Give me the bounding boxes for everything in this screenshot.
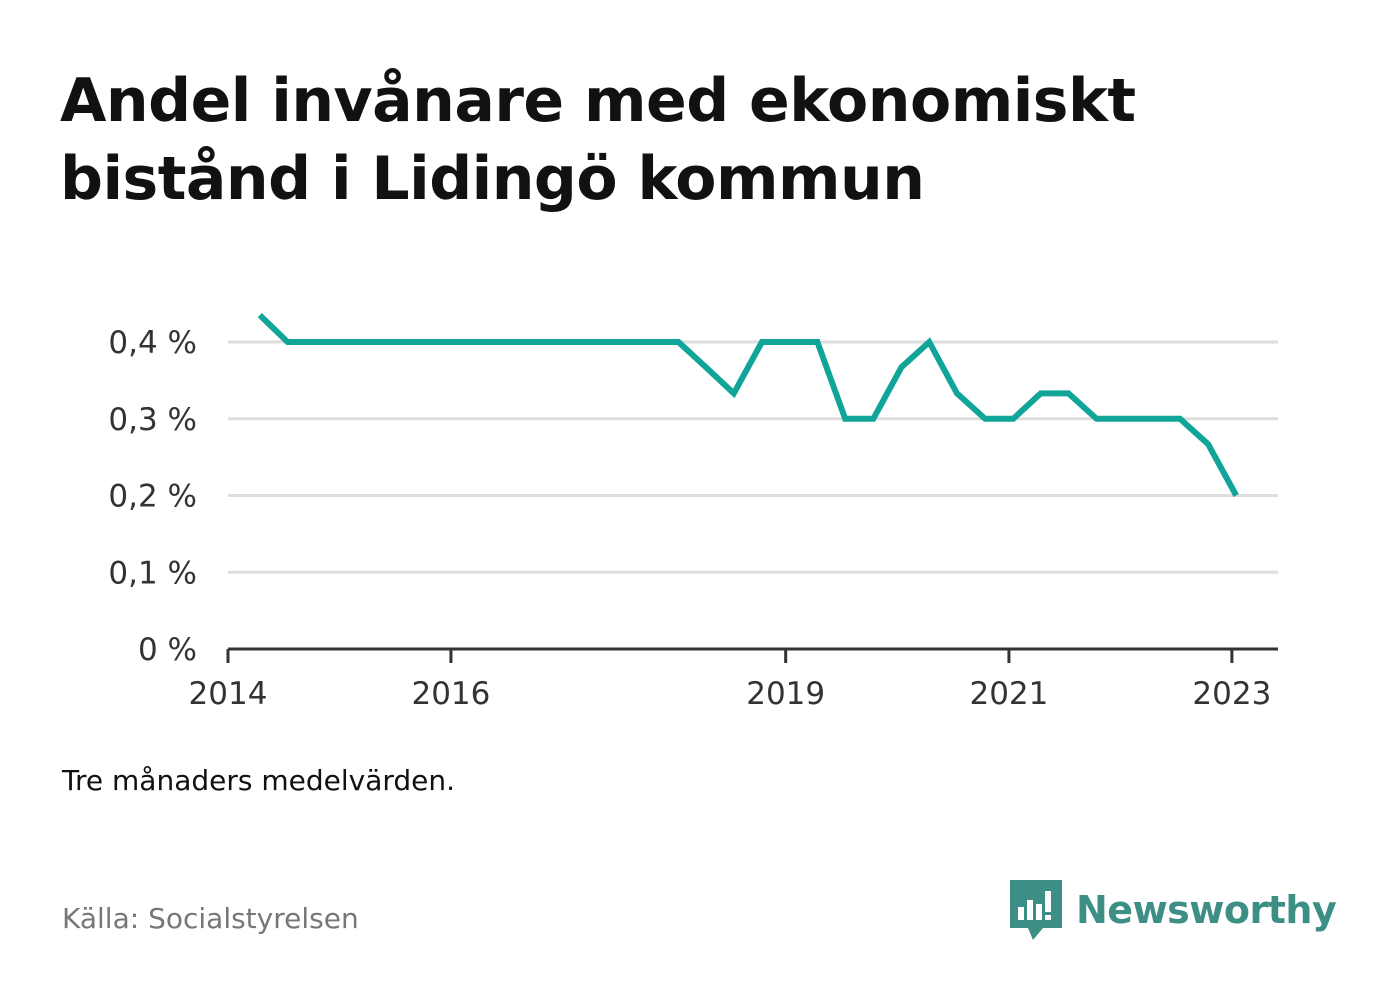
series-line <box>257 312 1239 497</box>
x-axis: 2014 2016 2019 2021 2023 <box>189 649 1271 712</box>
chart-title: Andel invånare med ekonomiskt bistånd i … <box>60 66 1136 214</box>
x-tick-label: 2014 <box>189 676 268 712</box>
y-tick-label: 0,3 % <box>108 402 197 438</box>
newsworthy-logo-icon <box>1010 880 1062 940</box>
brand-logo: Newsworthy <box>1010 878 1337 942</box>
source-label: Källa: Socialstyrelsen <box>62 902 359 935</box>
chart-note: Tre månaders medelvärden. <box>62 764 456 797</box>
y-tick-label: 0,1 % <box>108 555 197 591</box>
x-tick-label: 2016 <box>411 676 490 712</box>
y-tick-label: 0 % <box>138 632 197 668</box>
y-axis: 0 % 0,1 % 0,2 % 0,3 % 0,4 % <box>108 325 197 668</box>
x-tick-label: 2019 <box>746 676 825 712</box>
x-tick-label: 2021 <box>969 676 1048 712</box>
y-tick-label: 0,2 % <box>108 479 197 515</box>
brand-name: Newsworthy <box>1076 888 1337 932</box>
x-tick-label: 2023 <box>1192 676 1271 712</box>
grid-lines <box>228 340 1278 574</box>
y-tick-label: 0,4 % <box>108 325 197 361</box>
